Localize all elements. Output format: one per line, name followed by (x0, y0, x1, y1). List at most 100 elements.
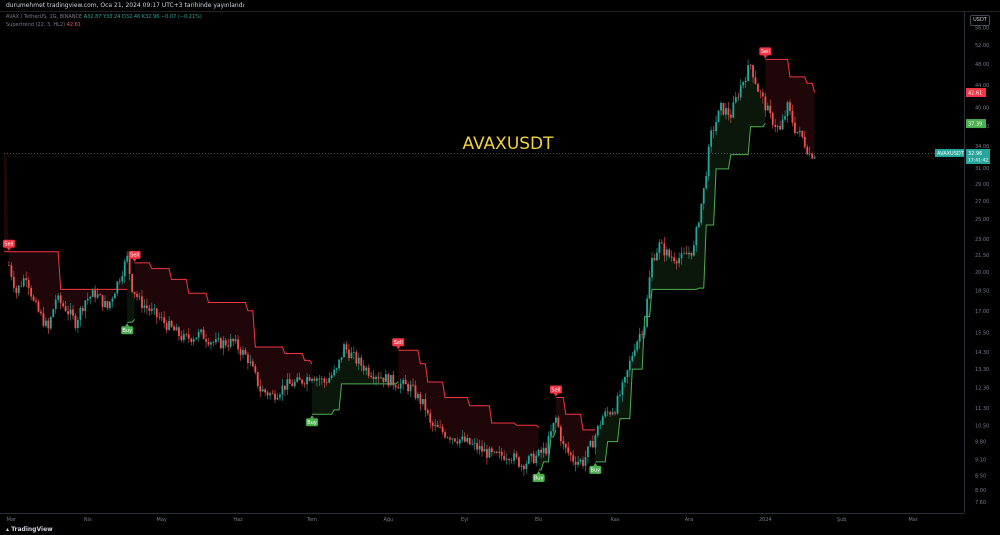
candle-body (30, 288, 33, 297)
last-price-text: 32.96 (968, 151, 982, 157)
price-axis[interactable] (964, 11, 1000, 513)
candle-body (35, 300, 37, 302)
candle-body (69, 309, 72, 315)
candle-body (621, 382, 624, 395)
signal-pointer (309, 415, 314, 419)
candle-body (725, 108, 727, 115)
candle-body (79, 307, 82, 320)
candle-body (254, 366, 257, 373)
price-tick-label: 8.50 (975, 473, 986, 479)
candle-body (567, 447, 570, 453)
candle-body (707, 146, 710, 177)
indicator-legend[interactable]: Supertrend (22, 3, HL2) 42.61 (6, 22, 81, 28)
candle-body (182, 334, 185, 341)
candle-body (239, 349, 242, 355)
candle-body (729, 114, 732, 118)
price-tick-label: 9.80 (975, 440, 986, 446)
candle-body (118, 281, 121, 282)
candle-body (646, 298, 648, 327)
candle-body (631, 355, 634, 361)
candle-body (244, 350, 247, 355)
candle-body (779, 126, 782, 130)
candle-body (769, 105, 772, 114)
price-tick-label: 15.50 (975, 331, 989, 337)
candle-body (786, 102, 789, 117)
signal-pointer (132, 258, 137, 262)
candle-body (761, 92, 764, 97)
supertrend-fill-down (398, 350, 539, 465)
candle-body (527, 456, 530, 464)
chart-area[interactable] (0, 11, 1000, 514)
candle-body (626, 370, 629, 378)
candle-body (532, 453, 535, 464)
candle-body (813, 157, 816, 159)
currency-button[interactable]: USDT (970, 15, 990, 26)
candle-body (424, 399, 427, 411)
candle-body (481, 446, 483, 452)
candle-body (660, 242, 663, 244)
candle-body (394, 385, 397, 388)
supertrend-line-down (765, 58, 816, 93)
candle-body (219, 338, 222, 349)
supertrend-up-axis-label-text: 37.39 (968, 122, 982, 128)
candle-body (91, 290, 94, 297)
signal-pointer (396, 346, 401, 350)
time-tick-label: Şub (837, 517, 847, 523)
candle-body (776, 126, 779, 127)
time-tick-label: Kas (611, 517, 620, 523)
candle-body (412, 384, 414, 386)
candle-body (495, 451, 498, 453)
candle-body (510, 460, 513, 461)
candle-body (64, 306, 67, 312)
candle-body (49, 317, 52, 329)
candle-body (306, 377, 308, 385)
candle-body (37, 301, 40, 312)
supertrend-line-down (134, 262, 313, 365)
candle-body (540, 449, 543, 453)
candle-body (229, 338, 232, 347)
candle-body (328, 377, 331, 383)
candle-body (99, 294, 101, 296)
candle-body (330, 375, 333, 378)
symbol-tag-text: AVAXUSDT (937, 151, 965, 157)
candle-body (57, 295, 60, 300)
candle-body (545, 447, 547, 454)
candle-body (663, 243, 666, 256)
price-tick-label: 9.10 (975, 457, 986, 463)
candle-body (789, 102, 791, 111)
candle-body (20, 285, 23, 287)
time-tick-label: Haz (233, 517, 243, 523)
candle-body (355, 352, 358, 364)
candle-body (279, 394, 281, 398)
supertrend-fill-up (311, 346, 399, 415)
price-tick-label: 13.30 (975, 367, 989, 373)
candle-body (340, 357, 343, 360)
supertrend-line-down (555, 397, 596, 431)
candle-body (52, 309, 55, 318)
candle-body (591, 440, 594, 448)
candle-body (274, 393, 276, 400)
signal-buy-label: Buy (307, 420, 317, 426)
candle-body (594, 435, 597, 448)
signal-pointer (763, 55, 768, 59)
candle-body (42, 313, 45, 326)
candle-body (365, 367, 368, 371)
candle-body (456, 441, 459, 444)
candle-body (636, 341, 639, 351)
candle-body (688, 252, 690, 255)
candle-body (458, 439, 461, 444)
supertrend-down-axis-label-box (966, 88, 986, 98)
candle-body (123, 261, 126, 277)
time-tick-label: Mar (7, 517, 17, 523)
time-axis[interactable] (0, 513, 964, 525)
candle-body (757, 83, 759, 92)
candle-body (335, 368, 338, 370)
candle-body (382, 377, 385, 382)
candle-body (146, 305, 148, 309)
signal-buy-badge (589, 465, 602, 474)
candle-body (557, 417, 560, 427)
candle-body (59, 295, 62, 304)
price-tick-label: 21.50 (975, 253, 989, 259)
price-tick-label: 7.60 (975, 500, 986, 506)
